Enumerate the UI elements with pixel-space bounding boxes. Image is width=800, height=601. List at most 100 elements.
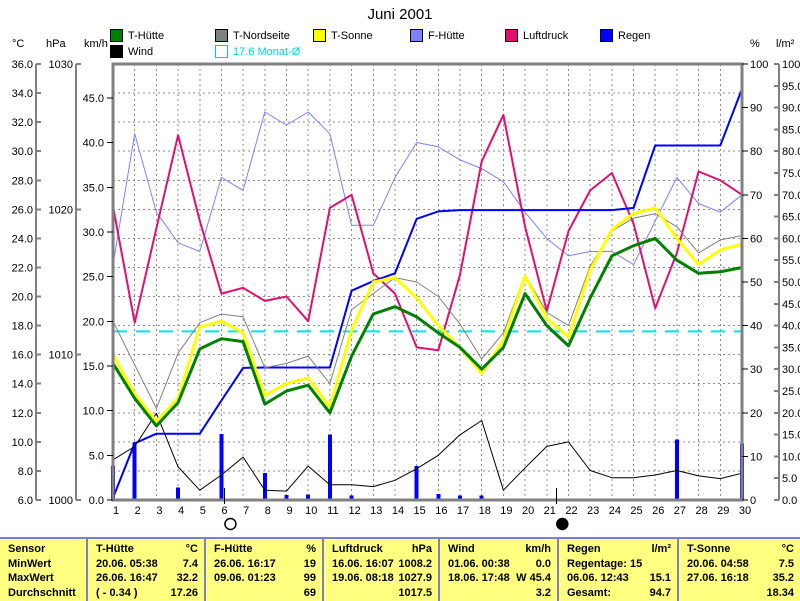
series-line-t-h-tte	[111, 236, 744, 428]
column-header: T-Sonne	[687, 543, 731, 555]
legend-item-17-6-monat-: 17.6 Monat-Ø	[215, 45, 300, 58]
legend-swatch-icon	[600, 29, 613, 42]
kmh-axis-label: 20.0	[83, 316, 104, 328]
celsius-axis-label: 6.0	[18, 495, 33, 507]
cell-datetime: 19.06. 08:18	[332, 572, 394, 584]
celsius-axis-label: 28.0	[12, 175, 33, 187]
day-label: 30	[739, 505, 751, 517]
percent-axis-label: 80	[750, 146, 762, 158]
lm2-axis-label: 0.0	[782, 495, 797, 507]
rain-bar	[479, 495, 484, 500]
cell-value: 99	[303, 572, 316, 584]
legend-item-t-h-tte: T-Hütte	[110, 29, 164, 42]
celsius-axis-label: 10.0	[12, 437, 33, 449]
legend-label: Regen	[618, 29, 651, 42]
series-line-wind	[112, 412, 743, 492]
lm2-axis-label: 80.0	[782, 146, 800, 158]
legend-item-luftdruck: Luftdruck	[505, 29, 568, 42]
day-label: 4	[178, 505, 184, 517]
rain-bar	[284, 494, 289, 500]
day-label: 20	[522, 505, 534, 517]
rain-bar	[674, 439, 679, 500]
cell-value: 3.2	[535, 586, 551, 599]
cell-datetime: 27.06. 16:18	[687, 572, 749, 584]
kmh-axis-label: 25.0	[83, 272, 104, 284]
day-label: 7	[243, 505, 249, 517]
celsius-axis-label: 12.0	[12, 408, 33, 420]
lm2-axis-label: 90.0	[782, 103, 800, 115]
series-line-regen-summe	[112, 87, 743, 499]
lm2-axis-label: 60.0	[782, 233, 800, 245]
percent-axis-label: 60	[750, 233, 762, 245]
celsius-axis-label: 30.0	[12, 146, 33, 158]
legend-swatch-icon	[215, 29, 228, 42]
lm2-axis-label: 70.0	[782, 190, 800, 202]
legend-item-t-nordseite: T-Nordseite	[215, 29, 290, 42]
cell-datetime: 18.06. 17:48	[448, 572, 510, 584]
table-column-f-h-tte: F-Hütte% 26.06. 16:17 19 09.06. 01:23 99 69	[204, 539, 322, 601]
legend-swatch-icon	[313, 29, 326, 42]
column-header: Regen	[567, 543, 601, 555]
celsius-axis-label: 20.0	[12, 292, 33, 304]
row-label: Durchschnitt	[8, 586, 76, 599]
column-unit: °C	[185, 543, 198, 555]
kmh-axis-label: 40.0	[83, 138, 104, 150]
cell-value: 35.2	[772, 572, 794, 584]
day-label: 8	[265, 505, 271, 517]
hpa-axis-label: 1000	[49, 495, 73, 507]
lm2-axis-label: 55.0	[782, 255, 800, 267]
row-label: MaxWert	[8, 572, 54, 584]
celsius-axis-label: 14.0	[12, 379, 33, 391]
legend-item-t-sonne: T-Sonne	[313, 29, 373, 42]
kmh-axis-label: 10.0	[83, 406, 104, 418]
cell-datetime: 26.06. 16:17	[214, 557, 276, 570]
cell-value: 32.2	[176, 572, 198, 584]
column-unit: l/m²	[651, 543, 671, 555]
lm2-axis-label: 25.0	[782, 386, 800, 398]
lm2-axis-label: 95.0	[782, 81, 800, 93]
legend-label: Wind	[128, 45, 154, 58]
table-row-labels-column: Sensor MinWert MaxWert Durchschnitt	[0, 539, 86, 601]
celsius-axis-label: 26.0	[12, 204, 33, 216]
day-label: 28	[695, 505, 707, 517]
cell-value: 18.34	[766, 586, 794, 599]
lm2-axis-label: 100.0	[782, 59, 800, 71]
day-label: 18	[479, 505, 491, 517]
legend-label: T-Sonne	[331, 29, 373, 42]
unit-label-hpa: hPa	[46, 38, 66, 50]
full-moon-icon	[224, 517, 237, 531]
celsius-axis-label: 32.0	[12, 117, 33, 129]
cell-datetime: ( - 0.34 )	[96, 586, 138, 599]
day-label: 12	[348, 505, 360, 517]
cell-datetime: 20.06. 05:38	[96, 557, 158, 570]
column-unit: %	[306, 543, 316, 555]
percent-axis-label: 90	[750, 103, 762, 115]
rain-bar	[306, 494, 311, 500]
day-label: 17	[457, 505, 469, 517]
percent-axis-label: 0	[750, 495, 756, 507]
day-label: 10	[305, 505, 317, 517]
rain-bar	[132, 442, 137, 500]
rain-bar	[458, 495, 463, 500]
celsius-axis-label: 18.0	[12, 321, 33, 333]
rain-bar	[327, 434, 332, 500]
lm2-axis-label: 15.0	[782, 430, 800, 442]
chart-canvas[interactable]: 6.08.010.012.014.016.018.020.022.024.026…	[0, 0, 800, 536]
day-label: 1	[113, 505, 119, 517]
day-label: 9	[286, 505, 292, 517]
percent-axis-label: 70	[750, 190, 762, 202]
cell-value: 7.4	[182, 557, 198, 570]
lm2-axis-label: 30.0	[782, 364, 800, 376]
percent-axis-label: 20	[750, 408, 762, 420]
celsius-axis-label: 24.0	[12, 233, 33, 245]
day-label: 16	[435, 505, 447, 517]
hpa-axis-label: 1020	[49, 204, 73, 216]
lm2-axis-label: 10.0	[782, 451, 800, 463]
day-label: 19	[500, 505, 512, 517]
day-label: 5	[200, 505, 206, 517]
row-label: Sensor	[8, 543, 46, 555]
day-label: 25	[630, 505, 642, 517]
legend-swatch-icon	[110, 29, 123, 42]
legend-item-regen: Regen	[600, 29, 650, 42]
